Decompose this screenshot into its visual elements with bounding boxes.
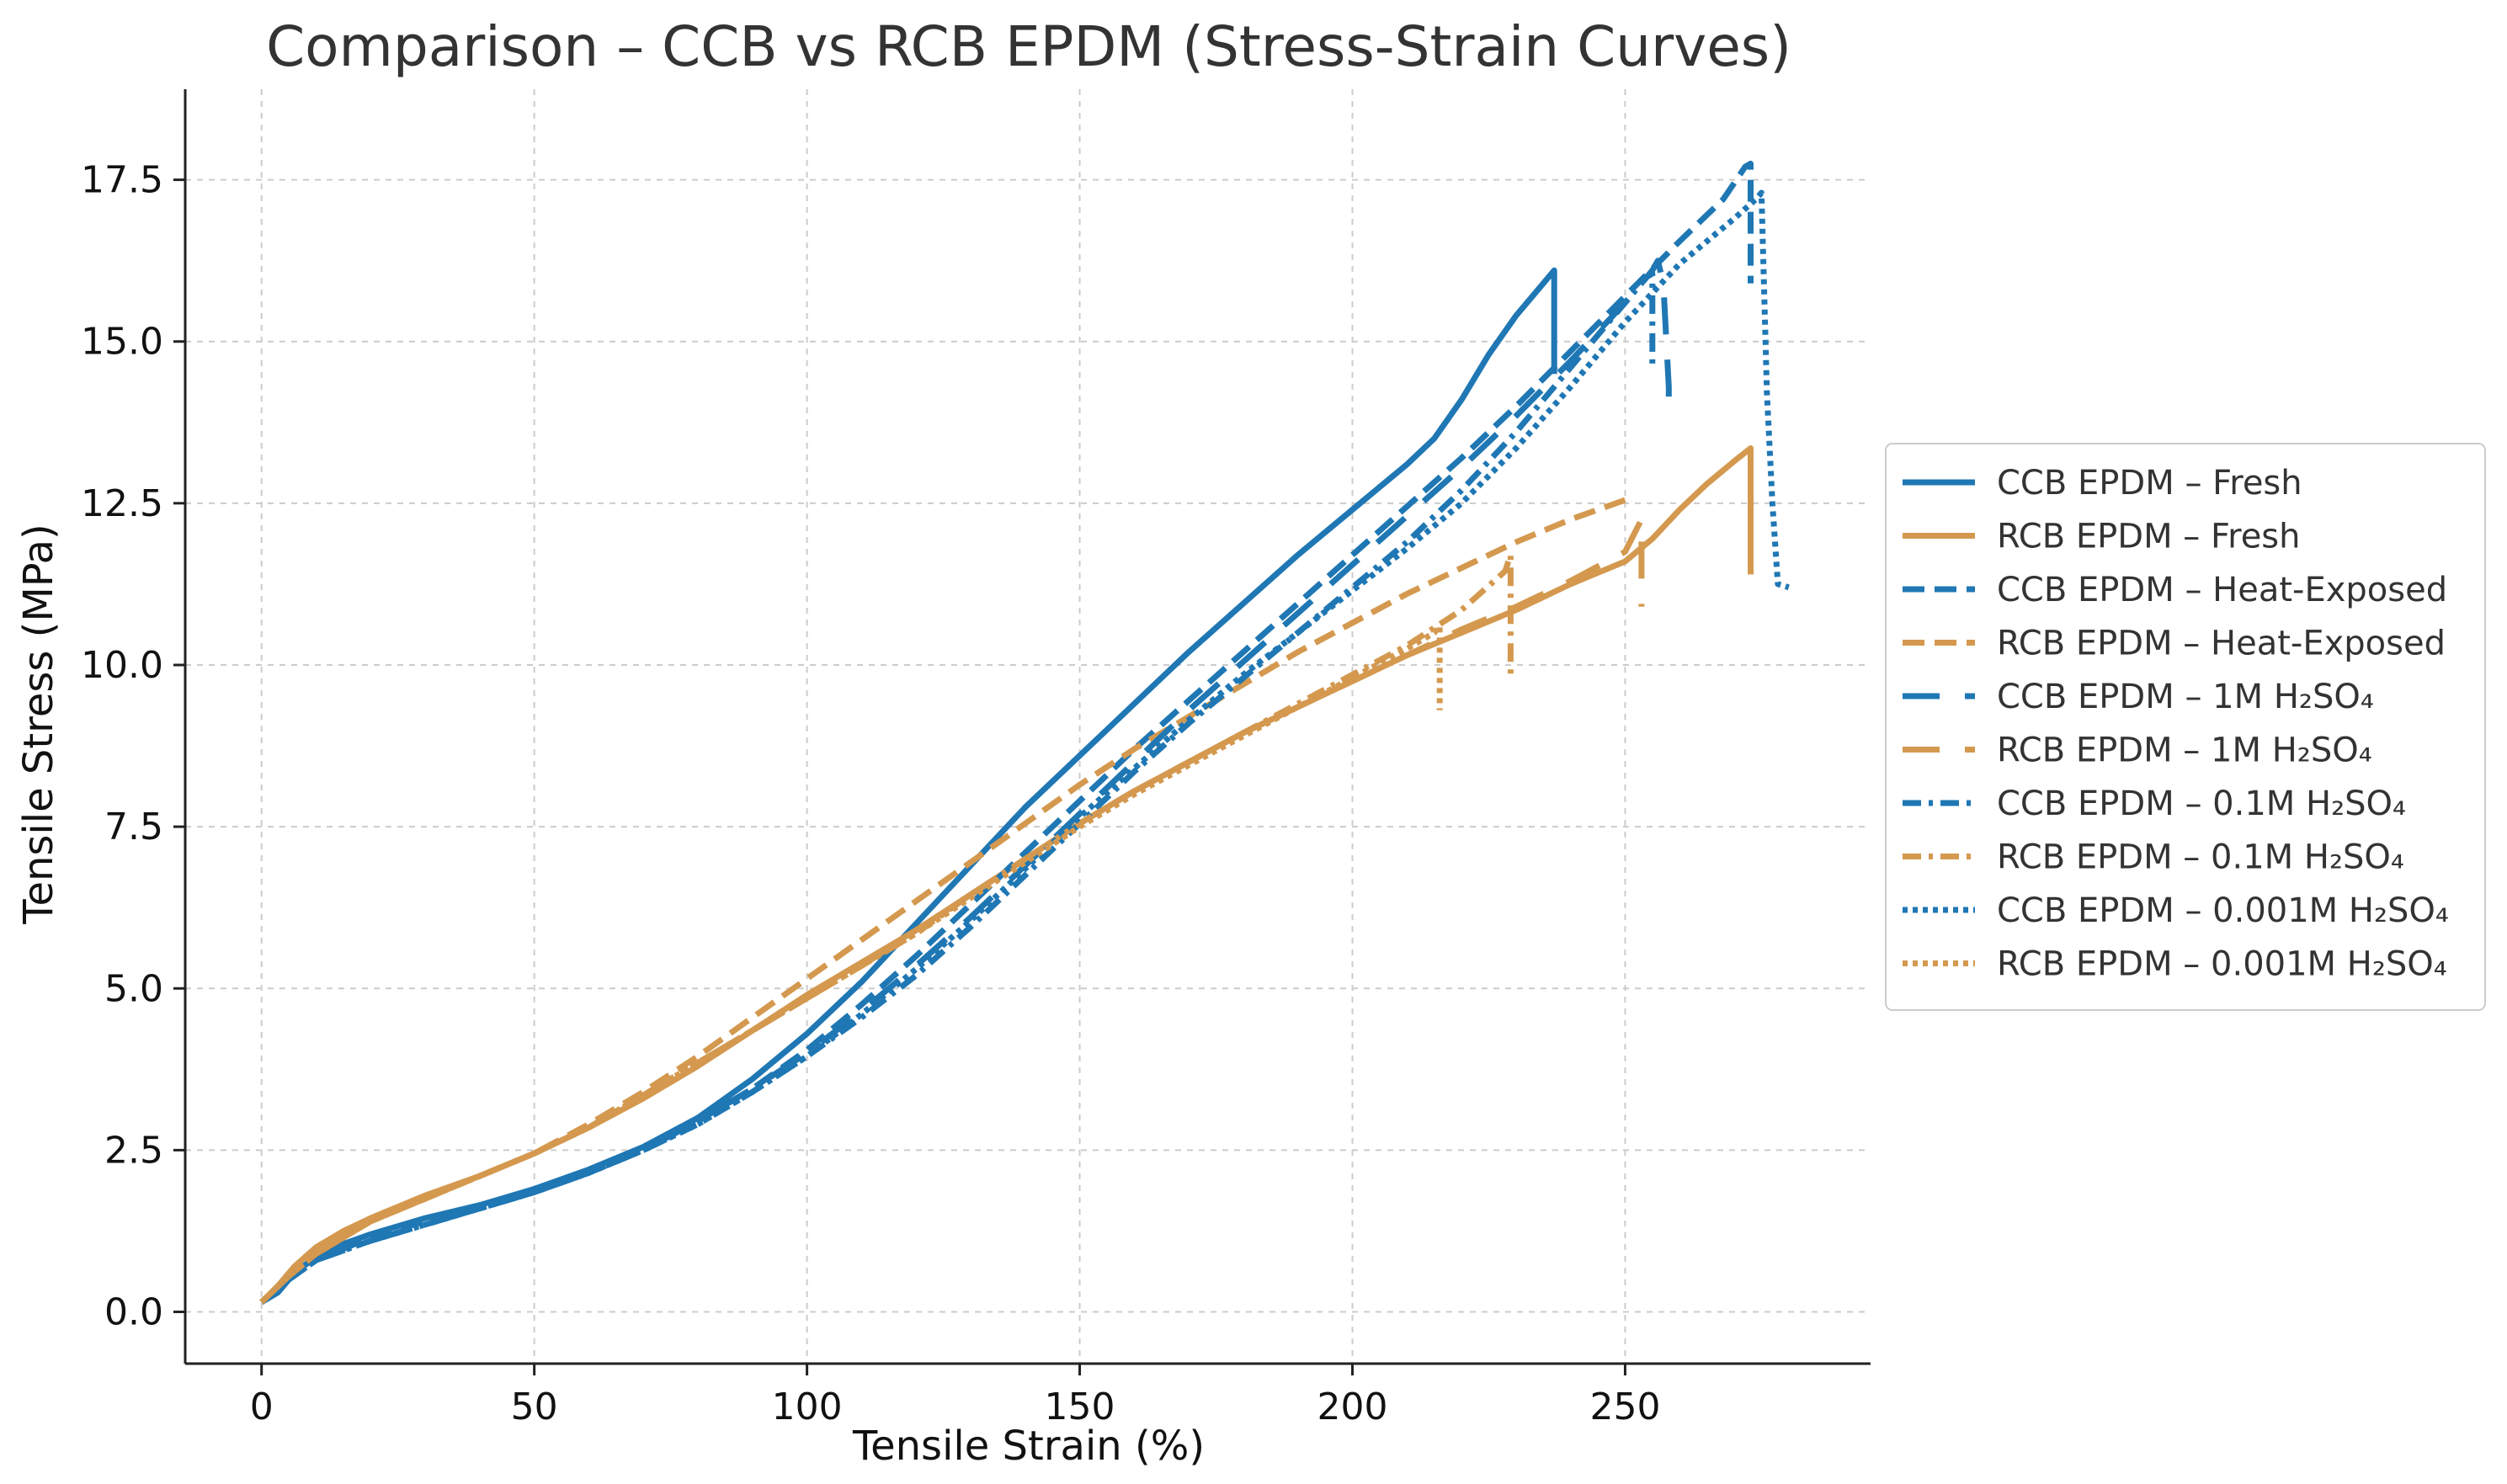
series-line-2 (259, 160, 1754, 1305)
legend-label-4: CCB EPDM – 1M H₂SO₄ (1997, 678, 2374, 716)
legend-label-1: RCB EPDM – Fresh (1997, 518, 2301, 556)
series-layer (259, 160, 1790, 1306)
series-line-0 (259, 267, 1557, 1306)
y-axis-label: Tensile Stress (MPa) (15, 524, 62, 924)
y-tick-label-3: 7.5 (104, 806, 163, 848)
legend-label-0: CCB EPDM – Fresh (1997, 464, 2302, 503)
x-tick-label-4: 200 (1317, 1386, 1388, 1428)
y-tick-label-0: 0.0 (104, 1291, 163, 1334)
x-tick-label-1: 50 (511, 1386, 558, 1428)
ticks-layer: 0 50 100 150 200 250 0.0 2.5 5.0 7.5 10.0 12.5 15.0 1… (81, 159, 1660, 1428)
legend-label-9: RCB EPDM – 0.001M H₂SO₄ (1997, 945, 2447, 984)
series-line-3 (259, 497, 1626, 1305)
legend-label-7: RCB EPDM – 0.1M H₂SO₄ (1997, 838, 2404, 877)
y-tick-label-2: 5.0 (104, 967, 163, 1010)
legend-frame (1885, 443, 2486, 1011)
y-tick-label-4: 10.0 (81, 644, 163, 687)
x-axis-label: Tensile Strain (%) (852, 1423, 1205, 1470)
y-tick-label-6: 15.0 (81, 321, 163, 364)
legend-label-2: CCB EPDM – Heat-Exposed (1997, 571, 2447, 609)
y-tick-label-7: 17.5 (81, 159, 163, 202)
grid-layer (185, 89, 1871, 1364)
legend-label-8: CCB EPDM – 0.001M H₂SO₄ (1997, 891, 2449, 930)
x-tick-label-5: 250 (1589, 1386, 1660, 1428)
x-tick-label-3: 150 (1045, 1386, 1115, 1428)
y-tick-label-5: 12.5 (81, 482, 163, 525)
legend-label-5: RCB EPDM – 1M H₂SO₄ (1997, 731, 2372, 770)
x-tick-label-0: 0 (250, 1386, 274, 1428)
x-tick-label-2: 100 (772, 1386, 843, 1428)
legend: CCB EPDM – Fresh RCB EPDM – Fresh CCB EPDM… (1885, 443, 2486, 1011)
y-tick-label-1: 2.5 (104, 1129, 163, 1172)
series-line-9 (259, 623, 1443, 1305)
series-line-6 (259, 270, 1656, 1305)
legend-label-3: RCB EPDM – Heat-Exposed (1997, 625, 2446, 663)
legend-label-6: CCB EPDM – 0.1M H₂SO₄ (1997, 785, 2406, 823)
chart-title: Comparison – CCB vs RCB EPDM (Stress-Str… (266, 14, 1791, 79)
